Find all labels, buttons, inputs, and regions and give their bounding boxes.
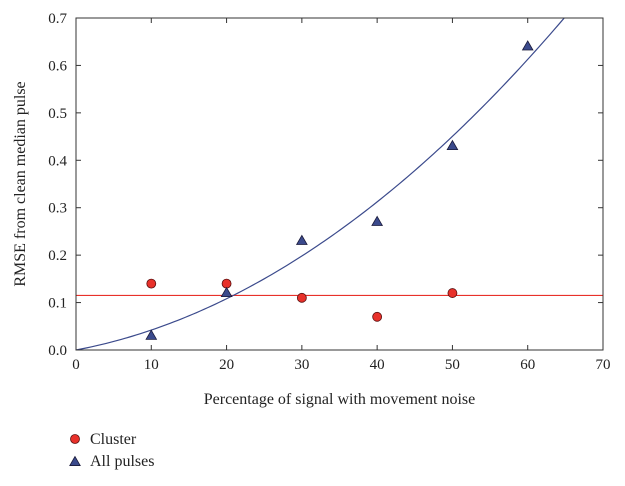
x-tick-label: 70 xyxy=(596,357,611,373)
x-tick-label: 60 xyxy=(520,357,535,373)
cluster-point xyxy=(146,278,157,289)
all-pulses-point xyxy=(145,329,158,340)
data-markers xyxy=(145,40,534,340)
cluster-point xyxy=(221,278,232,289)
fit-lines xyxy=(76,18,603,350)
all-pulses-point xyxy=(446,139,459,151)
y-tick-label: 0.0 xyxy=(48,343,67,359)
y-tick-label: 0.4 xyxy=(48,153,67,169)
cluster-point xyxy=(296,292,307,303)
cluster-point xyxy=(447,288,458,298)
x-axis-label: Percentage of signal with movement noise xyxy=(204,391,475,408)
all-pulses-fit-curve xyxy=(76,18,565,350)
all-pulses-point xyxy=(521,40,534,51)
x-tick-label: 10 xyxy=(144,357,159,373)
legend-entry-label: Cluster xyxy=(90,431,137,448)
x-tick-label: 30 xyxy=(294,357,309,373)
legend-entry-label: All pulses xyxy=(90,453,154,470)
axis-ticks: 0 10 20 30 40 50 60 70 0.0 0.1 0.2 0.3 0.4 0.5 0.6 0.7 xyxy=(48,11,610,373)
y-tick-label: 0.6 xyxy=(48,58,67,74)
y-tick-label: 0.2 xyxy=(48,248,67,264)
x-tick-label: 0 xyxy=(72,357,80,373)
cluster-point xyxy=(372,311,383,322)
x-tick-label: 40 xyxy=(370,357,385,373)
y-tick-label: 0.7 xyxy=(48,11,67,27)
all-pulses-point xyxy=(295,234,308,245)
all-pulses-point xyxy=(220,286,233,298)
legend-all-pulses-marker xyxy=(69,455,81,466)
x-tick-label: 20 xyxy=(219,357,234,373)
x-tick-label: 50 xyxy=(445,357,460,373)
y-tick-label: 0.5 xyxy=(48,106,67,122)
y-tick-label: 0.1 xyxy=(48,296,67,312)
legend: Cluster All pulses xyxy=(69,431,154,470)
legend-cluster-marker xyxy=(70,434,80,444)
y-axis-label: RMSE from clean median pulse xyxy=(12,81,29,286)
all-pulses-point xyxy=(371,215,384,226)
plot-frame xyxy=(75,17,604,351)
y-tick-label: 0.3 xyxy=(48,201,67,217)
